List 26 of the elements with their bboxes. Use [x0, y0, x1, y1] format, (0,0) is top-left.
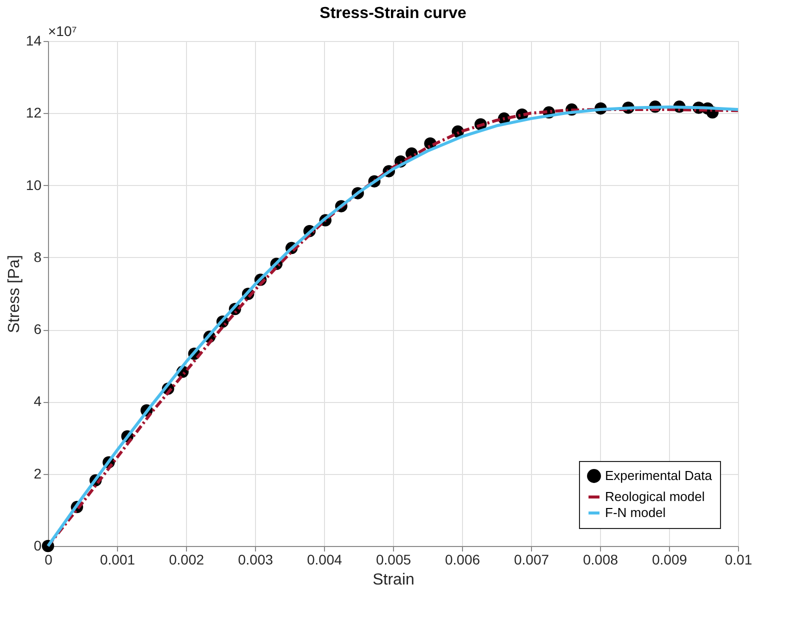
y-tick-label: 14: [26, 32, 42, 48]
legend-label: Reological model: [605, 489, 705, 504]
x-tick-label: 0: [44, 552, 53, 568]
text: ×10⁷: [48, 23, 77, 39]
x-tick-label: 0.006: [444, 552, 480, 568]
x-tick-label: 0.002: [168, 552, 204, 568]
x-tick-label: 0.003: [238, 552, 274, 568]
y-tick-label: 4: [34, 393, 42, 410]
y-tick-label: 6: [34, 321, 42, 338]
chart-title: Stress-Strain curve: [320, 5, 466, 22]
y-tick-label: 0: [34, 538, 42, 554]
x-tick-label: 0.009: [652, 552, 688, 568]
x-tick-label: 0.001: [100, 552, 136, 568]
y-axis-title: Stress [Pa]: [6, 254, 23, 334]
legend-label: F-N model: [605, 505, 666, 520]
x-tick-label: 0.01: [724, 552, 752, 568]
x-axis-title: Strain: [372, 572, 414, 588]
x-tick-label: 0.005: [376, 552, 412, 568]
x-tick-label: 0.008: [582, 552, 618, 568]
legend-label: Experimental Data: [605, 468, 713, 483]
x-tick-label: 0.007: [514, 552, 550, 568]
x-tick-label: 0.004: [306, 552, 342, 568]
y-tick-label: 2: [34, 465, 42, 482]
y-tick-label: 8: [34, 248, 42, 265]
y-tick-label: 12: [26, 104, 42, 121]
y-tick-label: 10: [26, 176, 42, 193]
